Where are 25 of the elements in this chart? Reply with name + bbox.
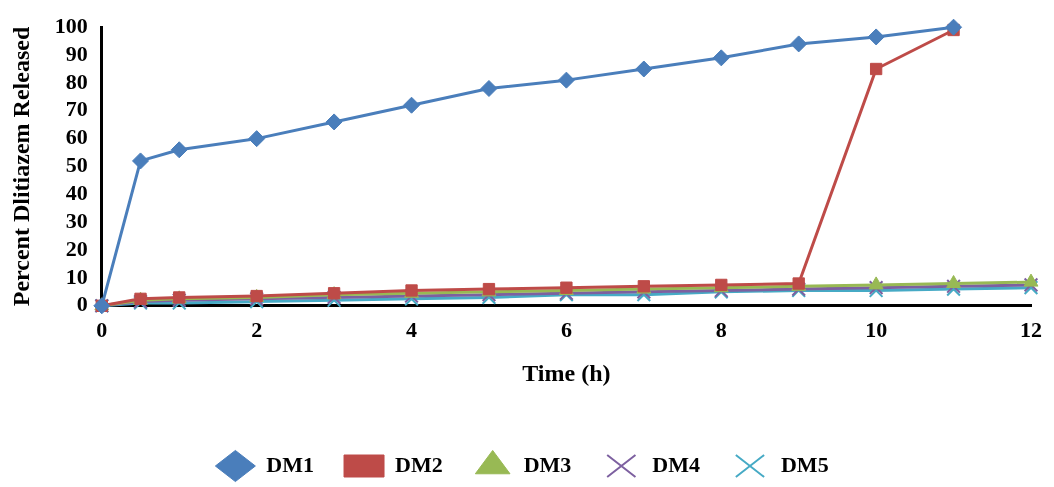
y-tick-label: 70	[65, 96, 88, 122]
y-tick-label: 30	[65, 207, 88, 233]
y-tick-label: 0	[76, 291, 88, 317]
x-axis-title: Time (h)	[522, 359, 611, 386]
y-tick-label: 50	[65, 152, 88, 178]
y-tick-label: 100	[54, 12, 88, 38]
x-tick-label: 8	[715, 316, 727, 342]
x-tick-label: 2	[251, 316, 263, 342]
legend-label: DM1	[266, 451, 315, 477]
y-tick-label: 20	[65, 235, 88, 261]
legend-label: DM2	[395, 451, 443, 477]
x-tick-label: 0	[96, 316, 108, 342]
legend-label: DM4	[652, 451, 700, 477]
y-axis-title: Percent Dlitiazem Released	[7, 26, 34, 307]
y-tick-label: 60	[65, 124, 88, 150]
x-tick-label: 4	[406, 316, 418, 342]
x-tick-label: 12	[1020, 316, 1042, 342]
y-tick-label: 80	[65, 68, 88, 94]
y-tick-label: 90	[65, 40, 88, 66]
legend-label: DM5	[780, 451, 829, 477]
x-tick-label: 10	[865, 316, 888, 342]
y-tick-label: 10	[65, 263, 88, 289]
x-tick-label: 6	[560, 316, 572, 342]
legend-label: DM3	[523, 451, 572, 477]
y-tick-label: 40	[65, 180, 88, 206]
